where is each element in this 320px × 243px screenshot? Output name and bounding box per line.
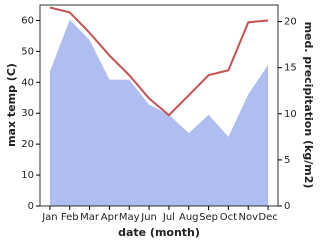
- y-tick-label: 50: [21, 46, 34, 57]
- y-tick-label: 10: [21, 170, 34, 181]
- y2-tick-label: 10: [284, 109, 297, 120]
- y2-tick-label: 5: [284, 155, 290, 166]
- y-tick-label: 0: [28, 201, 34, 212]
- y2-tick-label: 0: [284, 201, 290, 212]
- y-tick-label: 30: [21, 108, 34, 119]
- x-tick-label: Jan: [41, 212, 57, 223]
- x-tick-label: May: [119, 212, 140, 223]
- x-tick-label: Nov: [238, 212, 258, 223]
- x-tick-label: Feb: [61, 212, 79, 223]
- y-tick-label: 40: [21, 77, 34, 88]
- y2-axis-label: med. precipitation (kg/m2): [302, 22, 315, 189]
- x-tick-label: Apr: [101, 212, 119, 223]
- y2-tick-label: 15: [284, 63, 297, 74]
- y-axis-label: max temp (C): [5, 63, 18, 147]
- temp-line: [49, 6, 269, 117]
- x-tick-label: Jun: [140, 212, 157, 223]
- y-tick-label: 20: [21, 139, 34, 150]
- plot-frame: [39, 4, 279, 207]
- y-tick-label: 60: [21, 15, 34, 26]
- x-tick-label: Mar: [80, 212, 100, 223]
- x-tick-label: Aug: [179, 212, 199, 223]
- x-tick-label: Dec: [258, 212, 277, 223]
- x-axis-label: date (month): [118, 226, 200, 239]
- x-tick-label: Jul: [162, 212, 175, 223]
- x-tick-label: Sep: [199, 212, 218, 223]
- precipitation-area: [49, 19, 269, 207]
- y2-tick-label: 20: [284, 17, 297, 28]
- x-tick-label: Oct: [220, 212, 237, 223]
